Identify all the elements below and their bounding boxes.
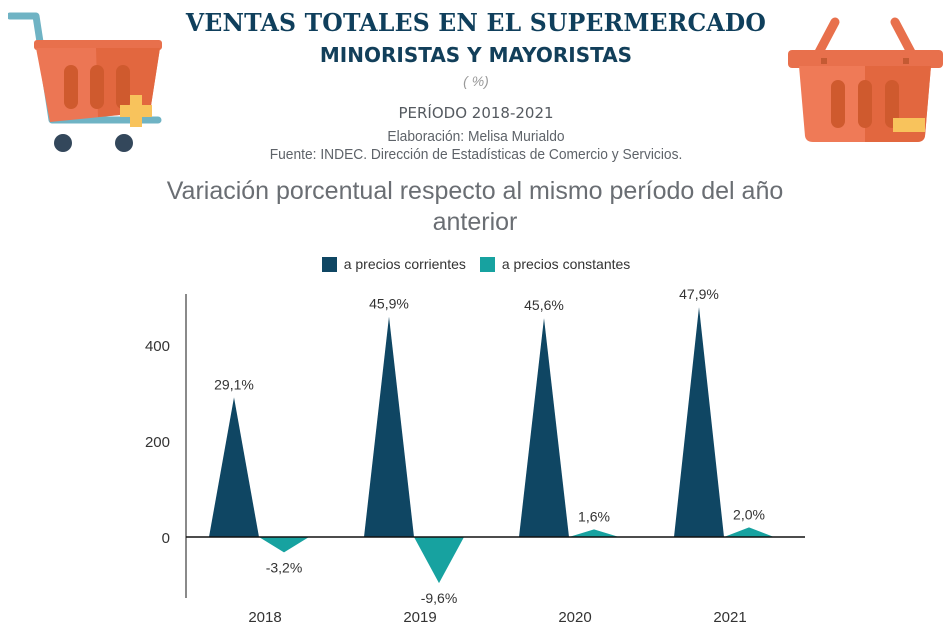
legend-label-corrientes: a precios corrientes — [343, 256, 466, 272]
legend-item-corrientes[interactable]: a precios corrientes — [321, 256, 466, 272]
spike-constantes — [569, 529, 619, 537]
x-axis: 2018 2019 2020 2021 — [186, 536, 805, 626]
legend-item-constantes[interactable]: a precios constantes — [479, 256, 631, 272]
legend-swatch-constantes — [479, 256, 495, 272]
data-labels: 29,1% 45,9% 45,6% 47,9% -3,2% -9,6% 1,6% 2,0% — [214, 286, 765, 606]
spike-constantes — [259, 537, 309, 553]
y-tick-label: 400 — [145, 338, 170, 355]
data-label: 2,0% — [733, 506, 765, 522]
data-label: 29,1% — [214, 376, 254, 392]
spike-corrientes — [519, 318, 569, 537]
source-credit: Fuente: INDEC. Dirección de Estadísticas… — [269, 146, 683, 163]
chart-marks — [209, 307, 774, 584]
spike-corrientes — [209, 397, 259, 537]
chart-title: Variación porcentual respecto al mismo p… — [166, 177, 784, 236]
x-tick-label: 2019 — [403, 609, 436, 626]
chart-legend: a precios corrientes a precios constante… — [0, 256, 952, 272]
author-credit: Elaboración: Melisa Murialdo — [387, 128, 565, 145]
period-label: PERÍODO 2018-2021 — [398, 104, 554, 122]
x-tick-label: 2021 — [713, 609, 746, 626]
legend-swatch-corrientes — [321, 256, 337, 272]
x-tick-label: 2018 — [248, 609, 281, 626]
data-label: -3,2% — [266, 559, 303, 575]
x-tick-label: 2020 — [558, 609, 591, 626]
data-label: -9,6% — [421, 590, 458, 606]
page-subtitle: MINORISTAS Y MAYORISTAS — [319, 43, 633, 67]
spike-constantes — [724, 527, 774, 537]
data-label: 45,9% — [369, 296, 409, 312]
shopping-cart-add-icon — [8, 12, 162, 152]
spike-corrientes — [674, 307, 724, 537]
spike-corrientes — [364, 316, 414, 537]
shopping-basket-icon — [788, 17, 943, 142]
y-tick-label: 200 — [145, 434, 170, 451]
legend-label-constantes: a precios constantes — [501, 256, 631, 272]
data-label: 45,6% — [524, 297, 564, 313]
data-label: 47,9% — [679, 286, 719, 302]
unit-label: ( %) — [463, 73, 489, 89]
spike-constantes — [414, 537, 464, 584]
data-label: 1,6% — [578, 508, 610, 524]
y-axis: 0 200 400 — [145, 294, 187, 598]
y-tick-label: 0 — [162, 530, 170, 547]
page-title: VENTAS TOTALES EN EL SUPERMERCADO — [185, 8, 767, 37]
